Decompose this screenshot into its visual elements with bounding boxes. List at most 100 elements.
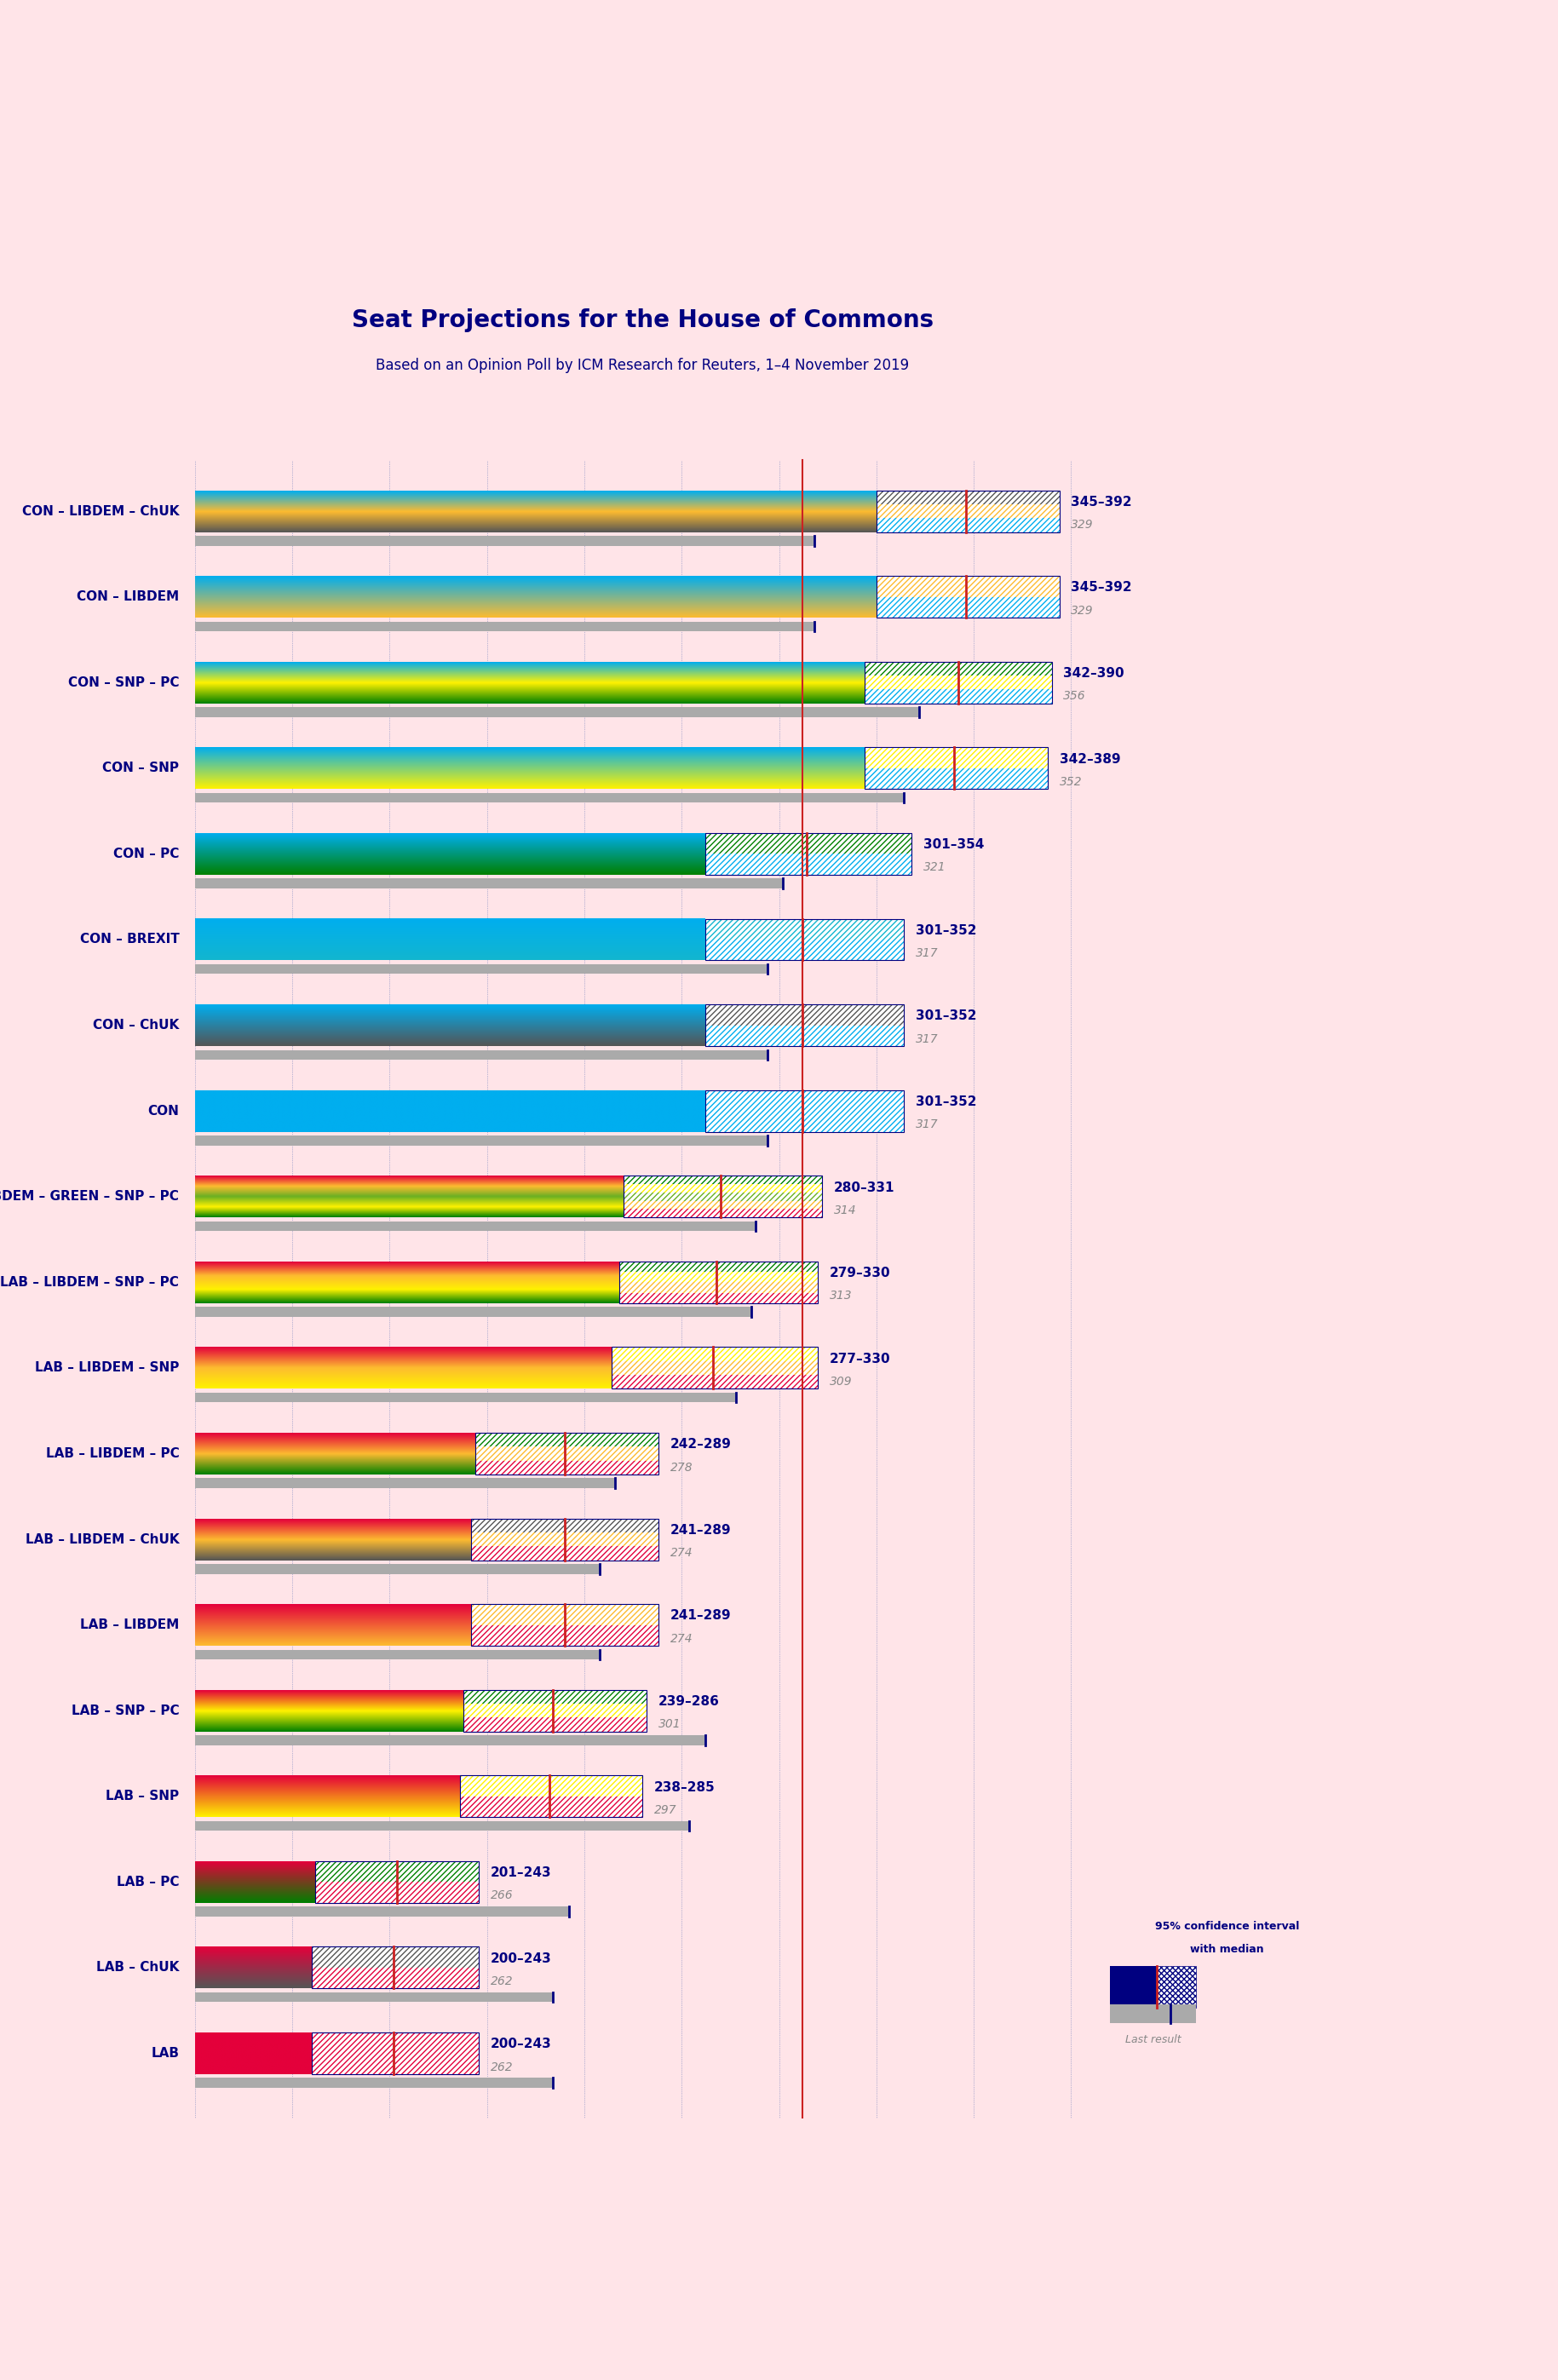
Text: LAB – LIBDEM – SNP – PC: LAB – LIBDEM – SNP – PC (0, 1276, 179, 1288)
Bar (877, 519, 1059, 533)
Bar (471, 1518, 657, 1561)
Text: LAB – SNP – PC: LAB – SNP – PC (72, 1704, 179, 1716)
Text: 317: 317 (916, 1033, 938, 1045)
Text: 301: 301 (657, 1718, 681, 1730)
Bar (865, 690, 1052, 704)
Bar (612, 1347, 818, 1390)
Bar (195, 1821, 690, 1830)
Bar (620, 1283, 818, 1292)
Bar (612, 1347, 818, 1390)
Bar (877, 490, 1059, 533)
Text: 301–352: 301–352 (916, 1009, 977, 1023)
Bar (195, 1221, 756, 1230)
Bar (195, 1649, 600, 1659)
Text: CON – LIBDEM: CON – LIBDEM (76, 590, 179, 602)
Bar (464, 1690, 647, 1704)
Bar (877, 576, 1059, 619)
Text: 342–390: 342–390 (1064, 666, 1125, 681)
Text: 238–285: 238–285 (654, 1780, 715, 1795)
Bar (195, 964, 768, 973)
Text: Last result: Last result (1125, 2035, 1181, 2044)
Text: 266: 266 (491, 1890, 514, 1902)
Bar (620, 1261, 818, 1304)
Bar (464, 1690, 647, 1733)
Text: CON – LIBDEM – ChUK: CON – LIBDEM – ChUK (22, 505, 179, 516)
Bar (195, 1050, 768, 1059)
Text: 239–286: 239–286 (657, 1695, 720, 1709)
Text: 329: 329 (1072, 605, 1094, 616)
Bar (195, 1992, 553, 2002)
Bar (312, 2033, 480, 2075)
Bar (706, 833, 911, 876)
Bar (195, 1135, 768, 1145)
Text: CON – BREXIT: CON – BREXIT (79, 933, 179, 945)
Text: LAB – LIBDEM – GREEN – SNP – PC: LAB – LIBDEM – GREEN – SNP – PC (0, 1190, 179, 1202)
Bar (865, 676, 1052, 690)
Text: 274: 274 (670, 1633, 693, 1645)
Text: 301–352: 301–352 (916, 923, 977, 938)
Bar (195, 1307, 753, 1316)
Text: 262: 262 (491, 1975, 514, 1987)
Bar (865, 769, 1049, 790)
Bar (312, 1947, 480, 1990)
Text: LAB – LIBDEM – ChUK: LAB – LIBDEM – ChUK (25, 1533, 179, 1545)
Bar (195, 1906, 569, 1916)
Bar (460, 1797, 643, 1818)
Bar (475, 1461, 657, 1476)
Bar (877, 490, 1059, 505)
Text: LAB – ChUK: LAB – ChUK (97, 1961, 179, 1973)
Bar (706, 919, 904, 962)
Bar (460, 1775, 643, 1818)
Bar (475, 1433, 657, 1476)
Text: 317: 317 (916, 1119, 938, 1130)
Bar (460, 1775, 643, 1818)
Text: 314: 314 (834, 1204, 857, 1216)
Text: with median: with median (1190, 1944, 1264, 1954)
Text: CON: CON (148, 1104, 179, 1116)
Bar (706, 1090, 904, 1133)
Bar (464, 1718, 647, 1733)
Bar (620, 1261, 818, 1271)
Bar (865, 662, 1052, 704)
Bar (471, 1626, 657, 1647)
Bar (877, 576, 1059, 597)
Bar (471, 1604, 657, 1626)
Bar (464, 1704, 647, 1718)
Text: LAB – PC: LAB – PC (117, 1875, 179, 1887)
Bar (1109, 2004, 1197, 2023)
Bar (865, 662, 1052, 676)
Text: 329: 329 (1072, 519, 1094, 531)
Bar (706, 1004, 904, 1047)
Bar (471, 1547, 657, 1561)
Text: 301–354: 301–354 (922, 838, 985, 852)
Text: 342–389: 342–389 (1059, 752, 1120, 766)
Bar (877, 576, 1059, 619)
Bar (865, 747, 1049, 769)
Bar (195, 1564, 600, 1573)
Text: 279–330: 279–330 (830, 1266, 891, 1280)
Text: 262: 262 (491, 2061, 514, 2073)
Bar (312, 1968, 480, 1990)
Text: 200–243: 200–243 (491, 2037, 552, 2052)
Bar (464, 1690, 647, 1733)
Text: 309: 309 (830, 1376, 852, 1388)
Bar (612, 1376, 818, 1390)
Bar (312, 1947, 480, 1968)
Text: 241–289: 241–289 (670, 1609, 731, 1623)
Text: 201–243: 201–243 (491, 1866, 552, 1880)
Bar (471, 1518, 657, 1561)
Bar (706, 1004, 904, 1047)
Text: 356: 356 (1064, 690, 1086, 702)
Text: 95% confidence interval: 95% confidence interval (1154, 1921, 1299, 1933)
Bar (706, 1090, 904, 1133)
Bar (195, 2078, 553, 2087)
Bar (706, 833, 911, 876)
Bar (315, 1883, 480, 1904)
Bar (706, 940, 904, 962)
Bar (877, 505, 1059, 519)
Bar (623, 1176, 823, 1219)
Text: 278: 278 (670, 1461, 693, 1473)
Text: 274: 274 (670, 1547, 693, 1559)
Bar (312, 2033, 480, 2075)
Bar (195, 621, 815, 631)
